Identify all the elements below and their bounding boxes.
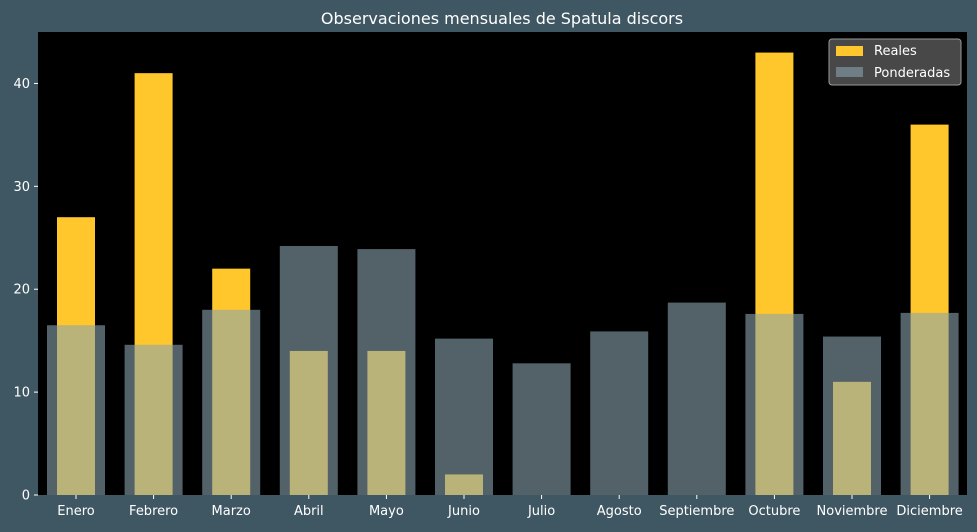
y-tick-label: 10: [13, 386, 30, 401]
x-tick-label: Junio: [447, 504, 480, 519]
y-tick-label: 20: [13, 283, 30, 298]
bar-ponderadas-diciembre: [900, 312, 959, 495]
bar-ponderadas-julio: [512, 363, 571, 495]
legend-swatch-ponderadas: [836, 67, 863, 77]
x-tick-label: Agosto: [597, 504, 642, 519]
x-tick-label: Septiembre: [659, 504, 734, 519]
x-tick-label: Julio: [527, 504, 555, 519]
bar-ponderadas-junio: [435, 338, 493, 495]
bar-ponderadas-agosto: [590, 331, 649, 495]
legend-label-ponderadas: Ponderadas: [874, 66, 950, 81]
bar-ponderadas-abril: [279, 246, 338, 495]
bar-ponderadas-noviembre: [823, 336, 881, 495]
bar-ponderadas-enero: [47, 325, 105, 495]
x-tick-label: Mayo: [369, 504, 404, 519]
y-tick-label: 0: [22, 489, 30, 504]
series-ponderadas: [47, 246, 959, 495]
bar-ponderadas-mayo: [357, 249, 416, 495]
chart-title: Observaciones mensuales de Spatula disco…: [321, 9, 683, 28]
y-tick-label: 40: [13, 77, 30, 92]
legend: Reales Ponderadas: [828, 38, 962, 86]
legend-swatch-reales: [836, 46, 863, 56]
x-axis: Enero Febrero Marzo Abril Mayo Junio Julio Agos…: [57, 495, 963, 519]
bar-ponderadas-septiembre: [667, 302, 726, 495]
plot-area: [38, 32, 967, 495]
x-tick-label: Enero: [57, 504, 95, 519]
y-tick-label: 30: [13, 180, 30, 195]
x-tick-label: Noviembre: [817, 504, 888, 519]
x-tick-label: Octubre: [748, 504, 800, 519]
x-tick-label: Febrero: [129, 504, 178, 519]
y-axis: 0 10 20 30 40: [13, 77, 38, 504]
x-tick-label: Marzo: [212, 504, 251, 519]
bar-ponderadas-octubre: [745, 313, 804, 495]
x-tick-label: Abril: [294, 504, 324, 519]
legend-label-reales: Reales: [874, 44, 917, 59]
bar-ponderadas-marzo: [202, 309, 261, 495]
x-tick-label: Diciembre: [896, 504, 962, 519]
bar-ponderadas-febrero: [124, 344, 183, 495]
